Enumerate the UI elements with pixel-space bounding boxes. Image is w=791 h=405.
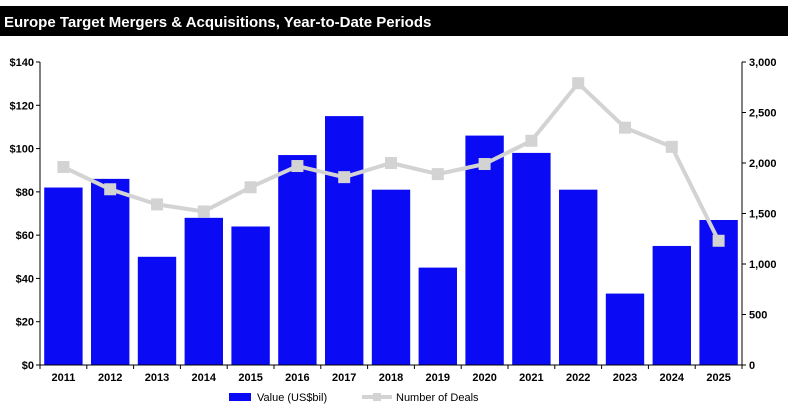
chart-title: Europe Target Mergers & Acquisitions, Ye… — [4, 14, 431, 31]
x-tick-label-2014: 2014 — [192, 372, 217, 384]
legend-label-value: Value (US$bil) — [257, 392, 327, 404]
legend-swatch-value — [229, 393, 251, 401]
deals-point-2022 — [572, 77, 585, 90]
legend-label-deals: Number of Deals — [396, 392, 479, 404]
x-tick-label-2011: 2011 — [51, 372, 75, 384]
left-tick-label: $140 — [10, 57, 34, 69]
left-tick-label: $20 — [16, 317, 34, 329]
deals-point-2016 — [291, 160, 304, 173]
right-ticks: 0 500 1,000 1,500 2,000 2,500 3,000 — [742, 57, 777, 372]
left-tick-label: $120 — [10, 100, 34, 112]
title-bar — [0, 6, 788, 36]
left-tick-label: $40 — [16, 273, 34, 285]
right-tick-label: 1,000 — [749, 259, 777, 271]
legend-swatch-deals-marker — [373, 393, 381, 401]
bar-2011 — [44, 187, 83, 365]
left-tick-label: $0 — [22, 360, 34, 372]
x-tick-label-2013: 2013 — [145, 372, 169, 384]
legend: Value (US$bil) Number of Deals — [229, 392, 479, 404]
x-tick-label-2018: 2018 — [379, 372, 403, 384]
right-tick-label: 3,000 — [749, 57, 777, 69]
deals-point-2018 — [385, 157, 397, 169]
bar-2018 — [371, 189, 411, 365]
right-tick-label: 2,500 — [749, 108, 777, 120]
deals-point-2017 — [338, 171, 351, 184]
x-ticks: 2011 2012 2013 2014 2015 2016 2017 2018 2019 2020… — [39, 365, 743, 384]
bars-layer — [44, 116, 738, 365]
x-tick-label-2020: 2020 — [472, 372, 496, 384]
bar-2021 — [512, 152, 551, 365]
bar-2019 — [418, 267, 457, 365]
deals-point-2011 — [57, 161, 70, 174]
x-tick-label-2024: 2024 — [660, 372, 685, 384]
right-tick-label: 0 — [749, 360, 755, 372]
right-tick-label: 500 — [749, 310, 767, 322]
bar-2022 — [559, 189, 598, 365]
bar-2020 — [465, 135, 504, 365]
deals-point-2012 — [104, 183, 117, 196]
x-tick-label-2012: 2012 — [98, 372, 122, 384]
deals-point-2023 — [619, 121, 631, 134]
bar-2017 — [325, 116, 364, 365]
left-tick-label: $100 — [10, 144, 34, 156]
deals-point-2019 — [431, 168, 444, 181]
bar-2015 — [231, 226, 270, 365]
left-ticks: $0 $20 $40 $60 $80 $100 $120 $140 — [10, 57, 40, 372]
x-tick-label-2021: 2021 — [519, 372, 543, 384]
deals-point-2020 — [478, 158, 491, 171]
bar-2016 — [278, 155, 317, 365]
left-tick-label: $60 — [16, 230, 34, 242]
x-tick-label-2025: 2025 — [706, 372, 730, 384]
x-tick-label-2015: 2015 — [238, 372, 262, 384]
bar-2013 — [137, 256, 177, 365]
right-tick-label: 2,000 — [749, 158, 777, 170]
bar-2014 — [184, 217, 223, 365]
left-tick-label: $80 — [16, 187, 34, 199]
deals-point-2013 — [151, 198, 163, 211]
x-tick-label-2022: 2022 — [566, 372, 590, 384]
deals-point-2014 — [197, 205, 210, 218]
bar-2024 — [652, 245, 691, 365]
deals-point-2021 — [525, 134, 538, 147]
x-tick-label-2016: 2016 — [285, 372, 309, 384]
bar-2012 — [91, 178, 130, 365]
line-layer — [57, 77, 725, 247]
x-tick-label-2017: 2017 — [332, 372, 356, 384]
x-tick-label-2019: 2019 — [426, 372, 450, 384]
deals-point-2025 — [712, 234, 725, 247]
deals-point-2015 — [244, 181, 257, 194]
deals-point-2024 — [665, 140, 678, 153]
x-tick-label-2023: 2023 — [613, 372, 637, 384]
bar-2023 — [605, 293, 645, 365]
right-tick-label: 1,500 — [749, 209, 777, 221]
